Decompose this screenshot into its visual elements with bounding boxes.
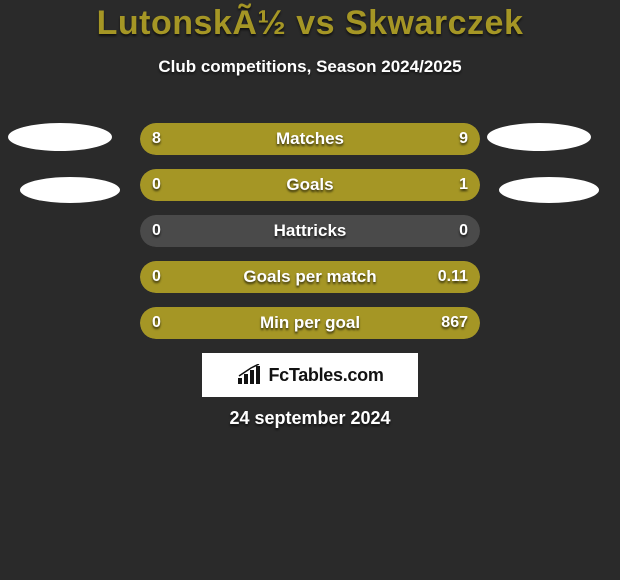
- page-title: LutonskÃ½ vs Skwarczek: [0, 0, 620, 43]
- stat-fill-left: [140, 169, 201, 201]
- stat-fill-right: [300, 123, 480, 155]
- stat-value-left: 0: [152, 169, 161, 201]
- stat-value-right: 1: [459, 169, 468, 201]
- subtitle: Club competitions, Season 2024/2025: [0, 57, 620, 77]
- stat-track: [140, 123, 480, 155]
- stat-row: 00.11Goals per match: [140, 261, 480, 293]
- stat-value-right: 0.11: [438, 261, 468, 293]
- decorative-ellipse: [20, 177, 120, 203]
- stat-value-left: 0: [152, 215, 161, 247]
- stat-value-right: 0: [459, 215, 468, 247]
- stat-track-bg: [140, 215, 480, 247]
- decorative-ellipse: [487, 123, 591, 151]
- stat-row: 01Goals: [140, 169, 480, 201]
- stat-fill-left: [140, 123, 300, 155]
- stat-fill-right: [181, 307, 480, 339]
- stat-row: 0867Min per goal: [140, 307, 480, 339]
- brand-text: FcTables.com: [268, 365, 383, 386]
- decorative-ellipse: [499, 177, 599, 203]
- stat-value-left: 8: [152, 123, 161, 155]
- stat-row: 89Matches: [140, 123, 480, 155]
- brand-link[interactable]: FcTables.com: [202, 353, 418, 397]
- stat-bars: 89Matches01Goals00Hattricks00.11Goals pe…: [140, 123, 480, 353]
- comparison-card: LutonskÃ½ vs Skwarczek Club competitions…: [0, 0, 620, 580]
- stat-value-left: 0: [152, 307, 161, 339]
- stat-value-left: 0: [152, 261, 161, 293]
- stat-value-right: 9: [459, 123, 468, 155]
- stat-value-right: 867: [441, 307, 468, 339]
- stat-track: [140, 169, 480, 201]
- stat-track: [140, 307, 480, 339]
- stat-row: 00Hattricks: [140, 215, 480, 247]
- stat-track: [140, 261, 480, 293]
- date-text: 24 september 2024: [0, 408, 620, 429]
- stat-fill-right: [201, 169, 480, 201]
- stat-fill-right: [181, 261, 480, 293]
- decorative-ellipse: [8, 123, 112, 151]
- bars-icon: [236, 364, 264, 386]
- stat-track: [140, 215, 480, 247]
